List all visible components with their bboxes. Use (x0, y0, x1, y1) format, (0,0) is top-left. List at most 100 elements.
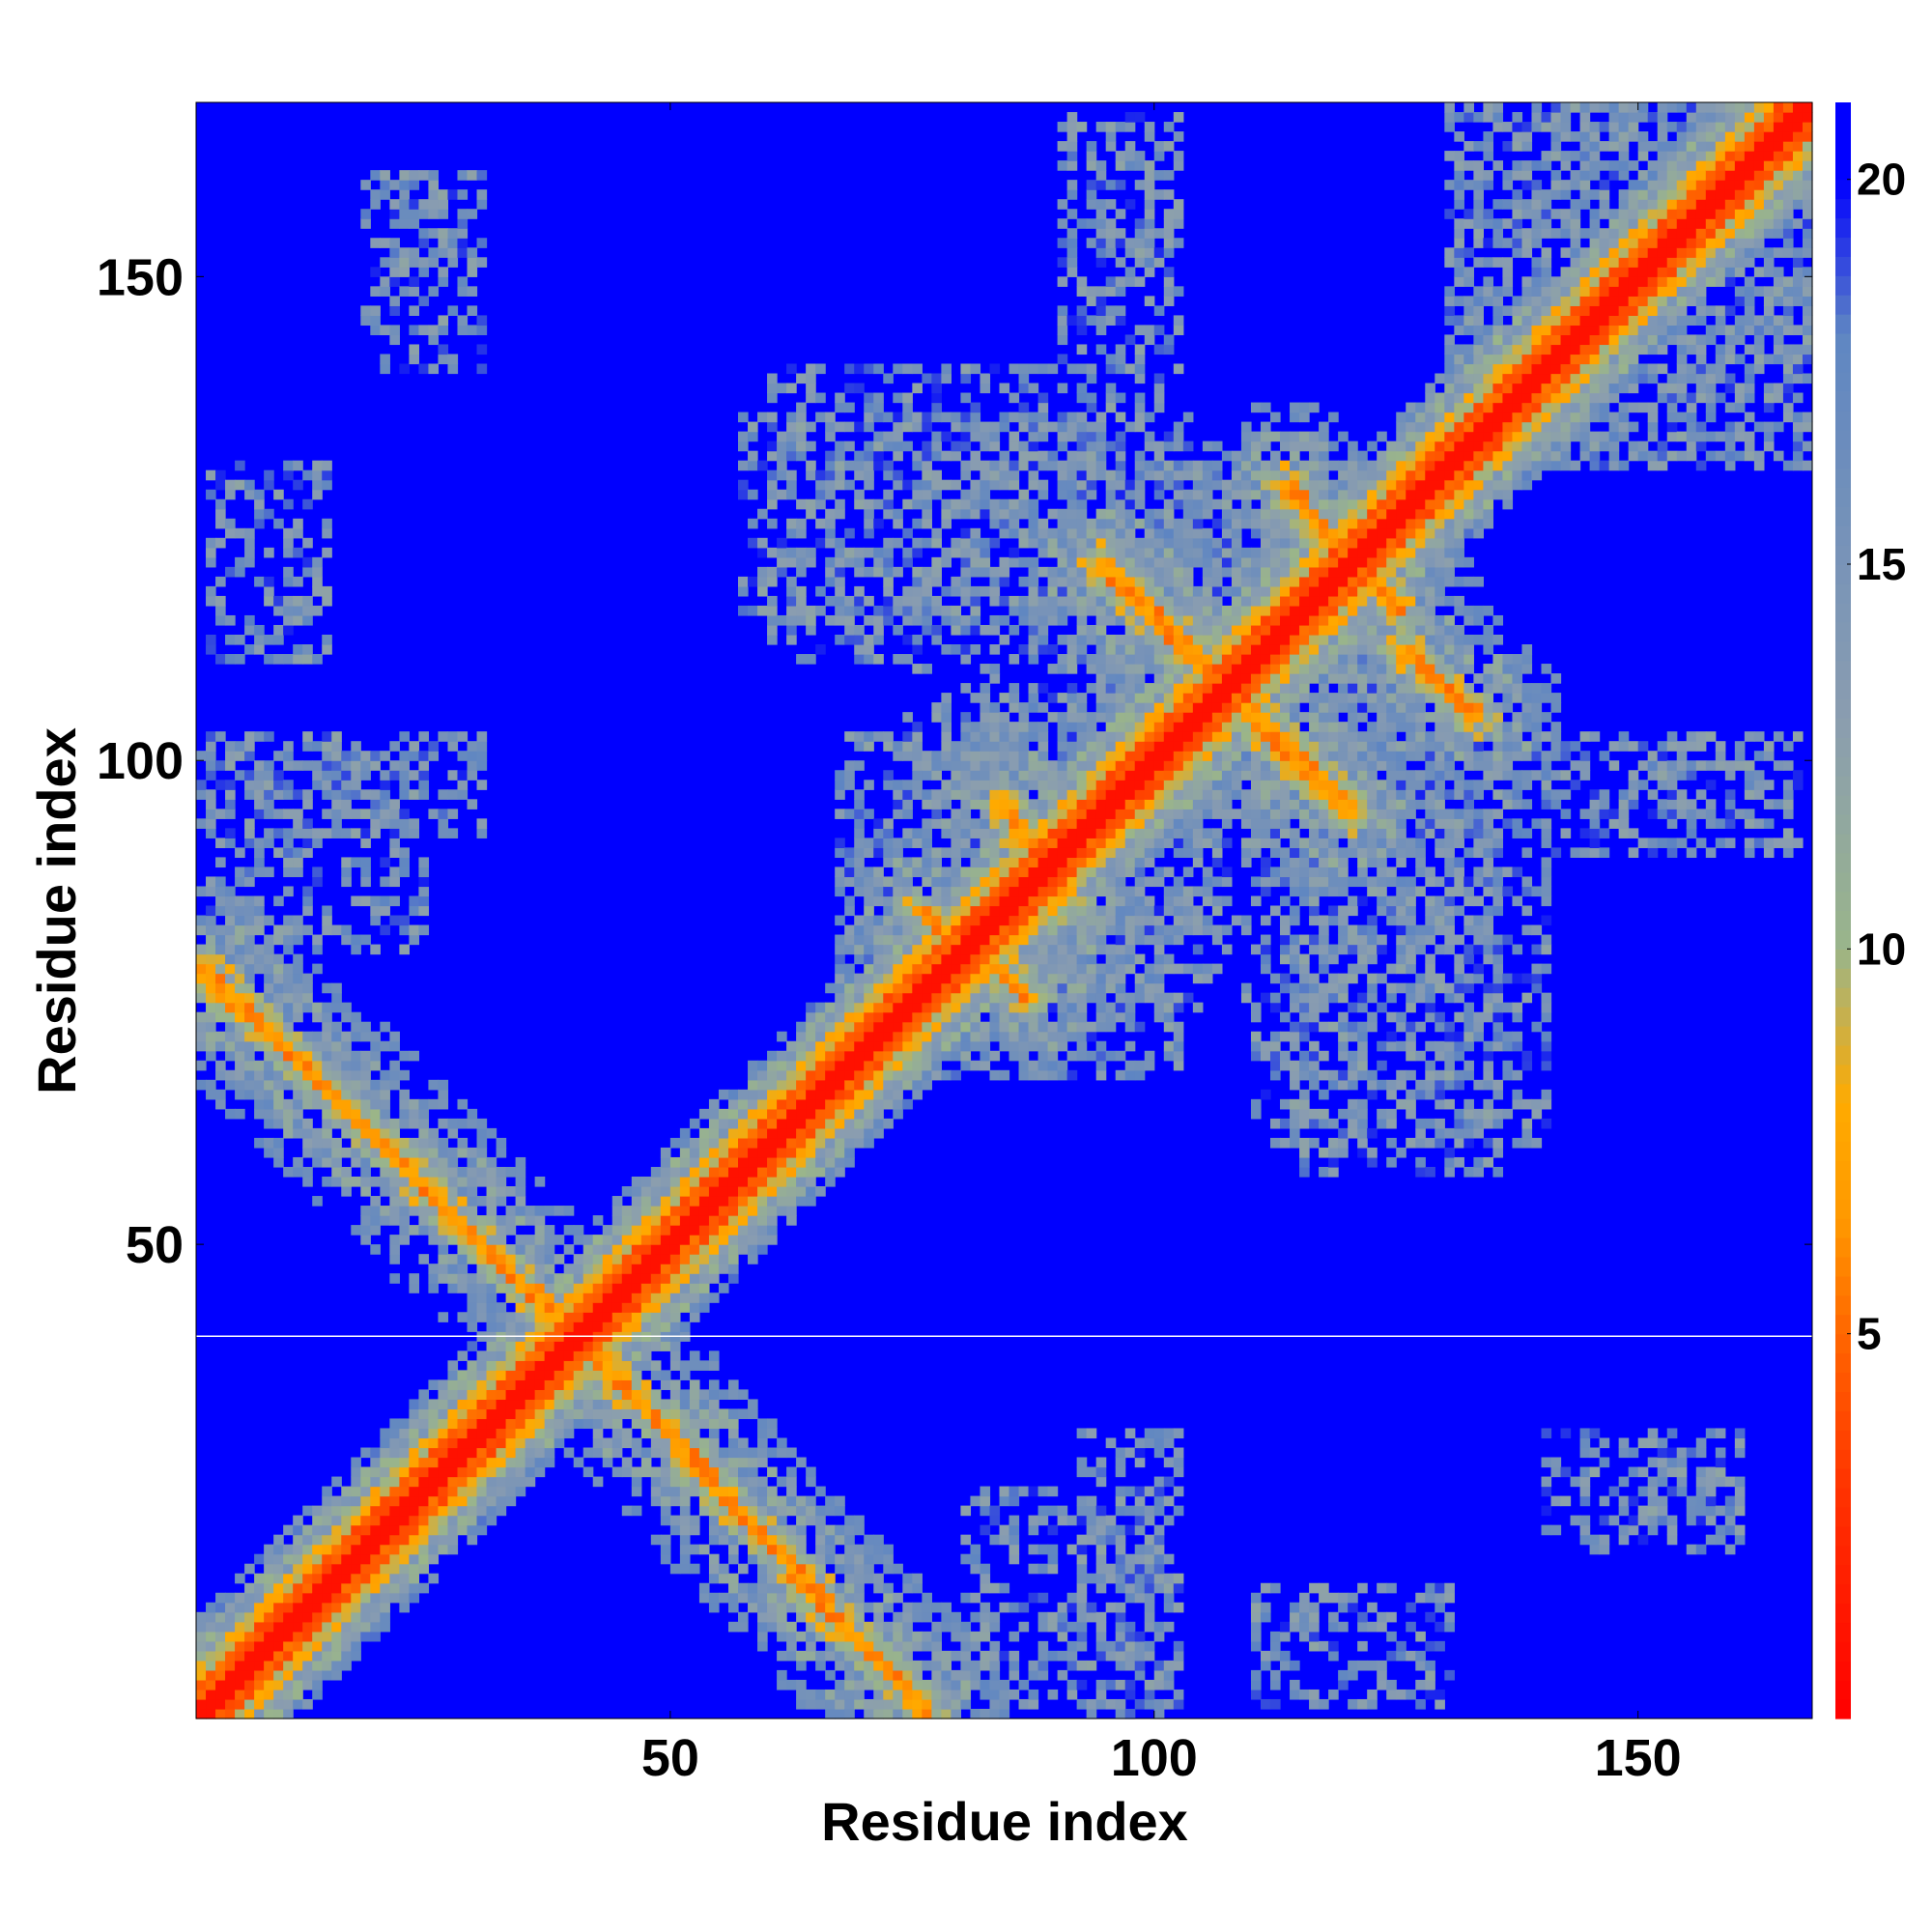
heatmap-cell (825, 1573, 836, 1584)
heatmap-cell (718, 1476, 729, 1488)
heatmap-cell (206, 1050, 216, 1062)
heatmap-cell (399, 944, 410, 955)
heatmap-cell (582, 1389, 594, 1401)
heatmap-cell (1037, 780, 1049, 790)
heatmap-cell (476, 731, 488, 742)
heatmap-cell (438, 731, 449, 742)
heatmap-cell (206, 1698, 216, 1710)
heatmap-cell (864, 1631, 874, 1642)
heatmap-cell (215, 963, 226, 975)
heatmap-cell (438, 209, 449, 219)
heatmap-cell (418, 267, 430, 277)
heatmap-cell (941, 614, 952, 626)
heatmap-cell (515, 1186, 526, 1197)
heatmap-cell (815, 363, 826, 375)
heatmap-cell (1095, 818, 1107, 829)
heatmap-cell (960, 751, 972, 761)
heatmap-cell (389, 741, 400, 752)
heatmap-cell (264, 1611, 274, 1623)
heatmap-cell (883, 741, 894, 752)
heatmap-cell (708, 1428, 720, 1439)
heatmap-cell (554, 1254, 565, 1264)
heatmap-cell (738, 1447, 749, 1459)
heatmap-cell (293, 644, 303, 655)
heatmap-cell (640, 1302, 652, 1313)
heatmap-cell (389, 1495, 400, 1507)
heatmap-cell (1066, 267, 1078, 277)
heatmap-cell (844, 1631, 855, 1642)
heatmap-cell (631, 1350, 642, 1361)
heatmap-cell (244, 1689, 255, 1700)
heatmap-cell (1076, 876, 1088, 888)
heatmap-cell (389, 895, 400, 907)
heatmap-cell (931, 450, 942, 462)
heatmap-cell (1047, 905, 1059, 917)
heatmap-cell (738, 585, 749, 597)
heatmap-cell (563, 1370, 575, 1380)
heatmap-cell (293, 1621, 303, 1633)
heatmap-cell (835, 838, 845, 848)
heatmap-cell (225, 789, 236, 800)
heatmap-cell (264, 799, 274, 810)
heatmap-cell (254, 1069, 265, 1081)
heatmap-cell (573, 1225, 584, 1236)
heatmap-cell (689, 1418, 700, 1430)
heatmap-cell (389, 1118, 400, 1129)
heatmap-cell (476, 199, 488, 210)
heatmap-cell (476, 1196, 488, 1207)
heatmap-cell (893, 1098, 903, 1110)
heatmap-cell (912, 363, 923, 375)
heatmap-cell (370, 170, 381, 181)
heatmap-cell (418, 1534, 430, 1546)
heatmap-cell (999, 838, 1010, 848)
heatmap-cell (1076, 421, 1088, 433)
heatmap-cell (438, 354, 449, 365)
heatmap-cell (806, 1563, 816, 1575)
heatmap-cell (989, 1002, 1001, 1013)
heatmap-cell (718, 1244, 729, 1255)
heatmap-cell (941, 1689, 952, 1700)
heatmap-cell (447, 1156, 459, 1168)
heatmap-cell (980, 915, 991, 926)
heatmap-cell (902, 595, 913, 607)
heatmap-cell (873, 556, 884, 568)
heatmap-cell (835, 1611, 845, 1623)
heatmap-cell (1095, 431, 1107, 442)
heatmap-cell (254, 1002, 265, 1013)
heatmap-cell (970, 1060, 981, 1071)
heatmap-cell (718, 1495, 729, 1507)
heatmap-cell (825, 1089, 836, 1100)
heatmap-cell (573, 1389, 584, 1401)
heatmap-cell (283, 1640, 294, 1652)
heatmap-cell (534, 1235, 546, 1245)
heatmap-cell (206, 886, 216, 897)
heatmap-cell (931, 1689, 942, 1700)
heatmap-cell (1009, 1689, 1020, 1700)
heatmap-cell (331, 1611, 342, 1623)
heatmap-cell (727, 1389, 739, 1401)
heatmap-cell (331, 1147, 342, 1158)
heatmap-cell (660, 1147, 671, 1158)
heatmap-cell (999, 1031, 1010, 1042)
heatmap-cell (380, 257, 390, 268)
heatmap-cell (399, 1573, 410, 1584)
heatmap-cell (602, 1379, 613, 1390)
heatmap-cell (844, 1040, 855, 1052)
heatmap-cell (418, 238, 430, 248)
heatmap-cell (225, 1708, 236, 1719)
heatmap-cell (1037, 614, 1049, 626)
heatmap-cell (999, 905, 1010, 917)
heatmap-cell (273, 634, 284, 645)
heatmap-cell (1037, 1650, 1049, 1662)
heatmap-cell (496, 1360, 507, 1371)
heatmap-cell (1095, 673, 1107, 684)
heatmap-cell (505, 1215, 517, 1226)
heatmap-cell (727, 1244, 739, 1255)
heatmap-cell (621, 1399, 633, 1410)
heatmap-cell (254, 1060, 265, 1071)
heatmap-cell (679, 1196, 691, 1207)
heatmap-cell (669, 1225, 681, 1236)
heatmap-cell (1076, 886, 1088, 897)
heatmap-cell (698, 1273, 710, 1284)
heatmap-cell (883, 895, 894, 907)
